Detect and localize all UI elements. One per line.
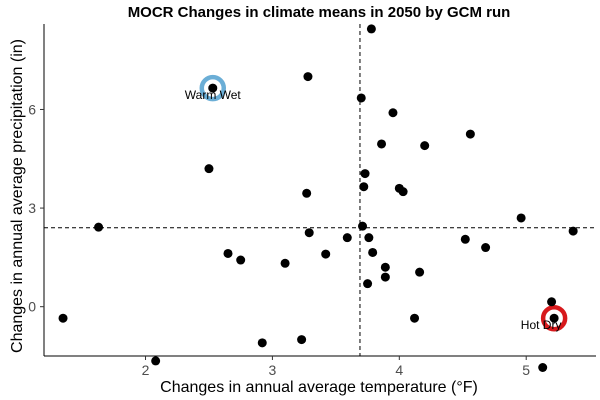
data-point (151, 356, 161, 366)
data-point (547, 297, 557, 307)
data-point (208, 83, 218, 93)
y-axis-title: Changes in annual average precipitation … (9, 39, 26, 353)
data-point (356, 93, 366, 103)
highlight-ring-warm-wet (199, 74, 227, 102)
x-tick-label: 4 (395, 362, 403, 378)
data-point (366, 24, 376, 34)
data-point (297, 335, 307, 345)
data-point (321, 249, 331, 259)
y-tick-label: 0 (28, 299, 36, 315)
data-point (481, 243, 491, 253)
data-point (257, 338, 267, 348)
data-point (280, 258, 290, 268)
data-point (460, 234, 470, 244)
data-point (358, 221, 368, 231)
x-tick-label: 2 (142, 362, 150, 378)
data-point (58, 313, 68, 323)
y-tick-label: 6 (28, 101, 36, 117)
data-point (363, 279, 373, 289)
data-point (303, 72, 313, 82)
data-point (516, 213, 526, 223)
data-point (236, 255, 246, 265)
data-point (94, 222, 104, 232)
data-point (304, 228, 314, 238)
data-point (364, 233, 374, 243)
data-point (380, 262, 390, 272)
data-point (398, 187, 408, 197)
x-tick-label: 5 (522, 362, 530, 378)
data-point (377, 139, 387, 149)
data-point (410, 313, 420, 323)
data-point (359, 182, 369, 192)
data-point (302, 188, 312, 198)
y-tick-label: 3 (28, 200, 36, 216)
plot-area: 2 3 4 5 0 3 6 Warm Wet Hot Dry (28, 24, 596, 378)
chart-title: MOCR Changes in climate means in 2050 by… (128, 4, 511, 21)
data-point (204, 164, 214, 174)
data-point (360, 169, 370, 179)
data-point (465, 129, 475, 139)
x-axis-title: Changes in annual average temperature (°… (160, 379, 478, 396)
highlight-ring-hot-dry (540, 304, 568, 332)
data-point (223, 248, 233, 258)
highlight-label: Hot Dry (521, 318, 562, 332)
data-point (380, 272, 390, 282)
highlight-label: Warm Wet (185, 88, 242, 102)
data-point (342, 233, 352, 243)
x-tick-label: 3 (269, 362, 277, 378)
data-point (568, 226, 578, 236)
data-point (538, 363, 548, 373)
data-point (368, 247, 378, 257)
data-point (388, 108, 398, 118)
data-point (420, 141, 430, 151)
data-point (415, 267, 425, 277)
data-point (549, 313, 559, 323)
